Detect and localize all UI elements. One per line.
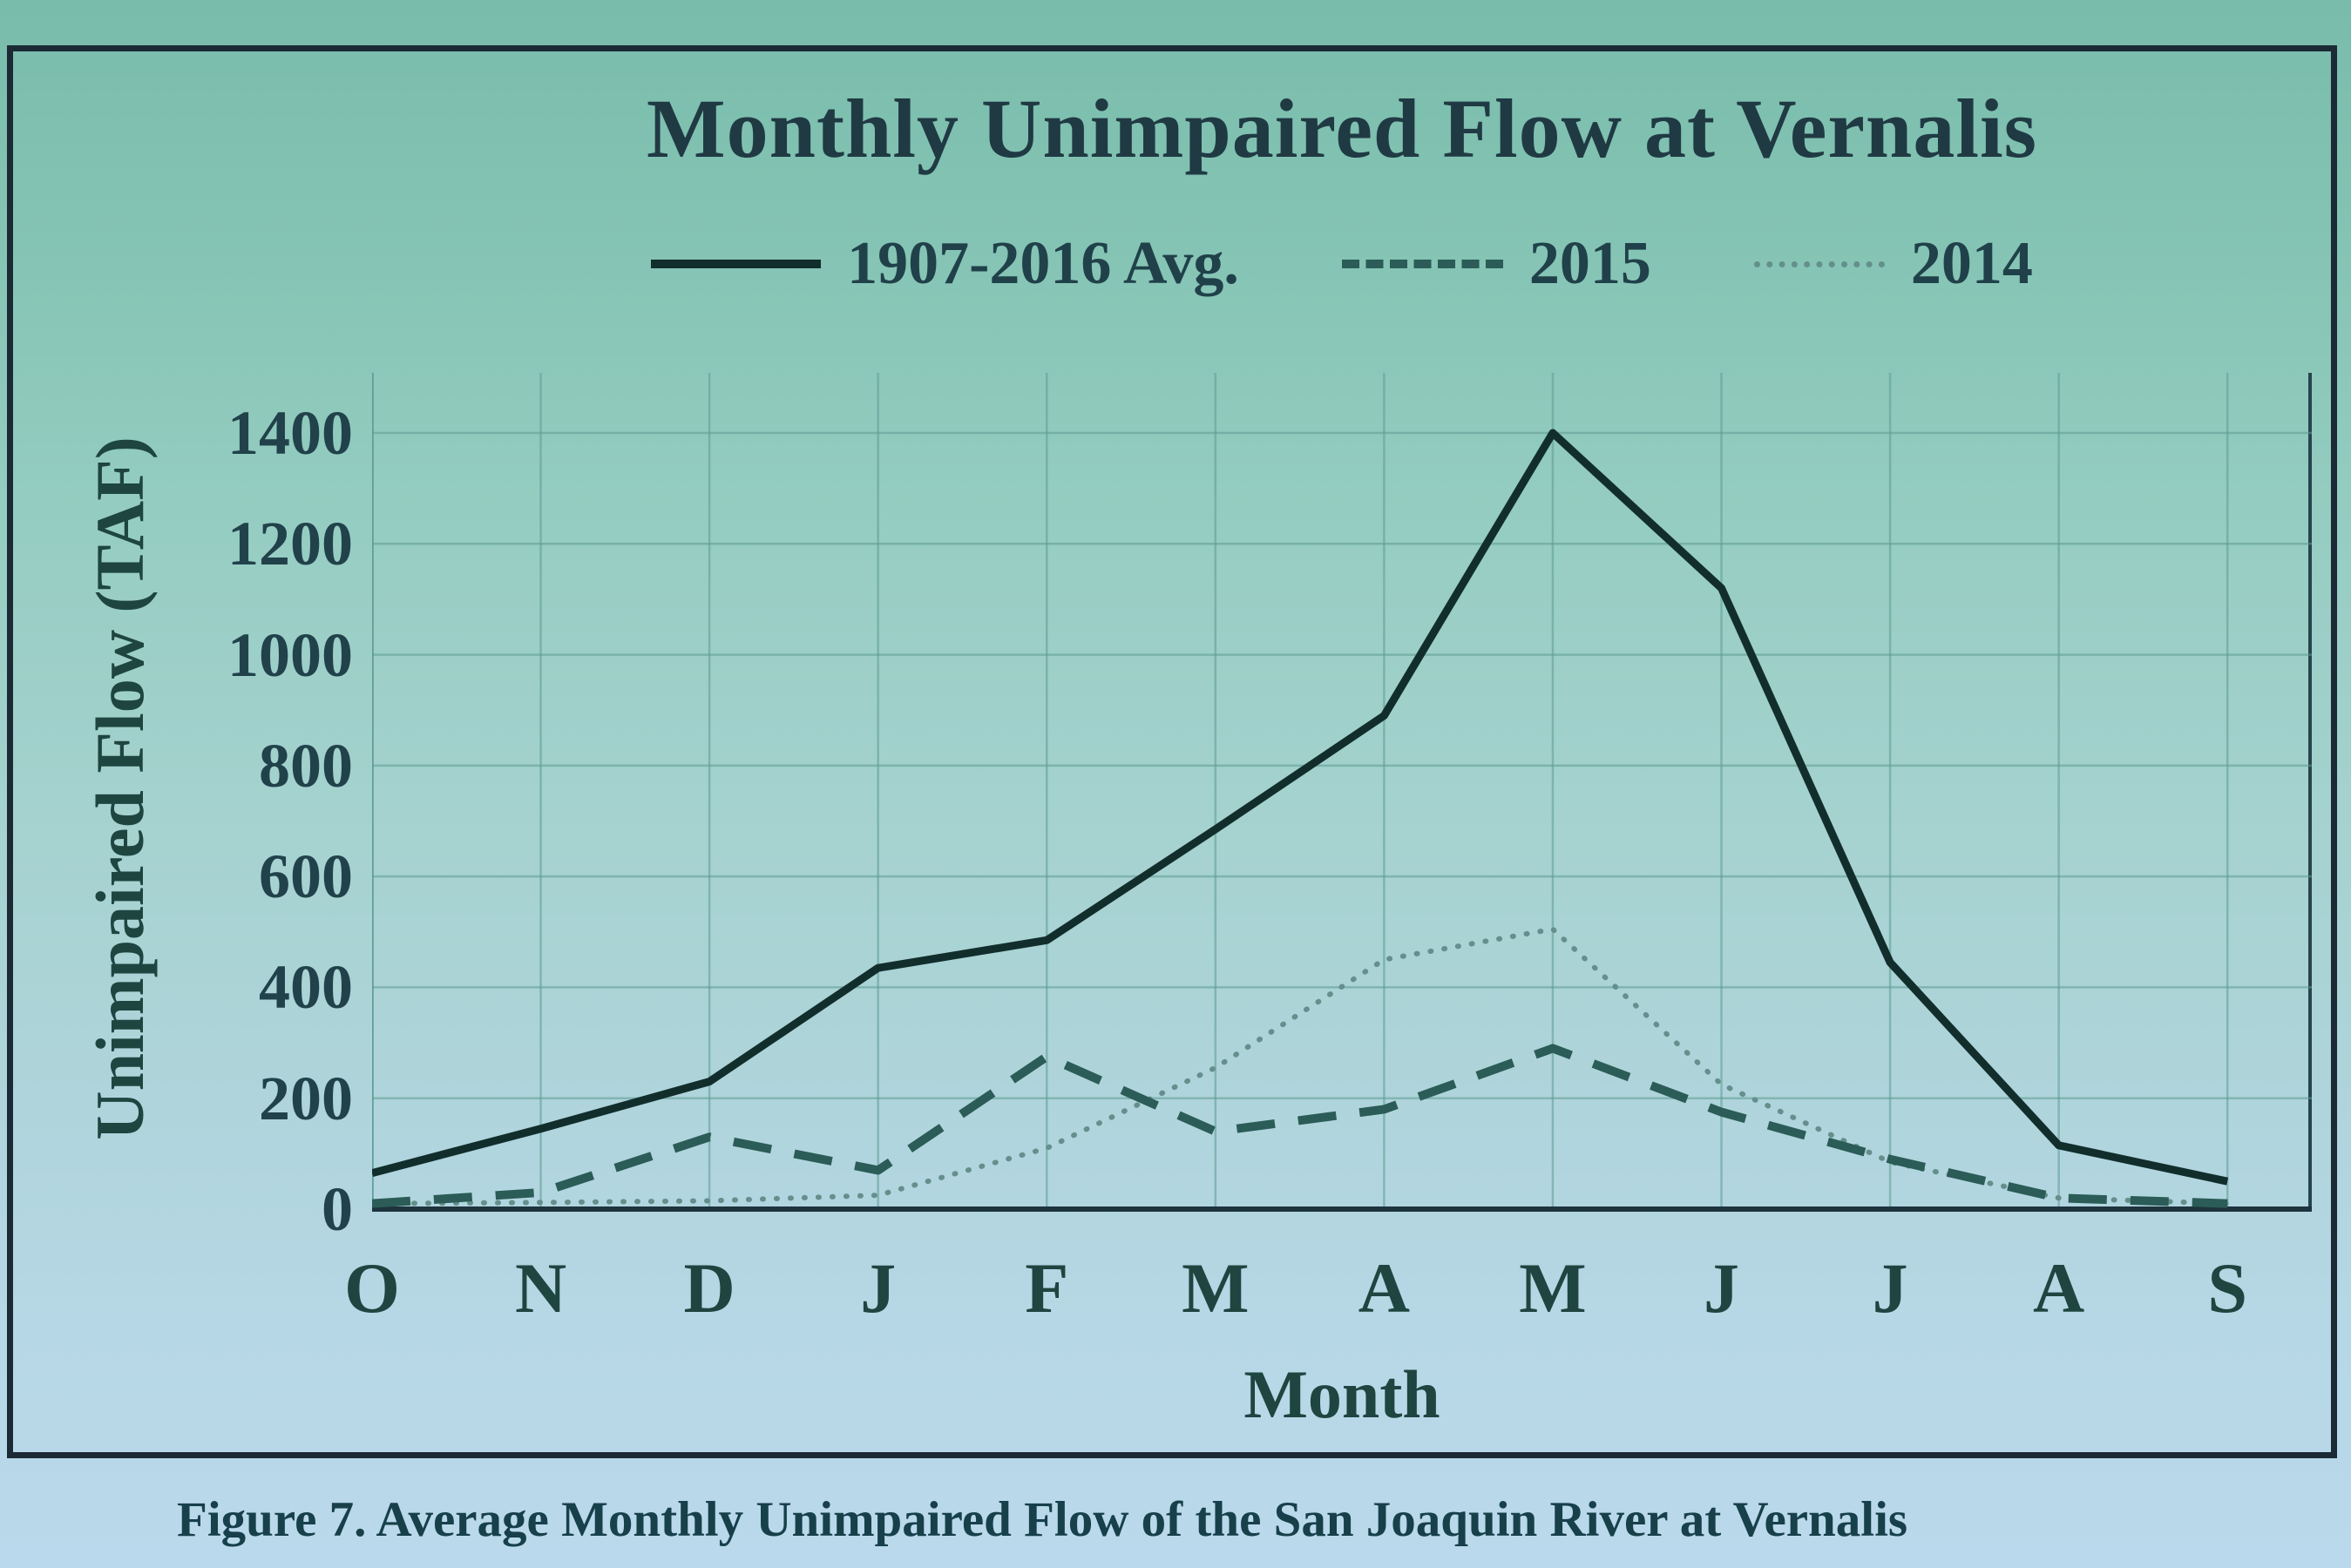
series-line-2014: [369, 926, 2231, 1206]
y-tick-label: 800: [259, 730, 353, 801]
y-tick-label: 200: [259, 1063, 353, 1133]
x-tick-label: A: [1358, 1248, 1410, 1328]
x-tick-label: O: [344, 1248, 400, 1328]
solid-line-swatch-icon: [651, 260, 822, 268]
legend: 1907-2016 Avg. 2015 2014: [372, 225, 2312, 303]
y-tick-label: 400: [259, 952, 353, 1023]
y-tick-label: 0: [322, 1174, 353, 1244]
x-tick-label: D: [683, 1248, 735, 1328]
figure-border: [7, 45, 2337, 1458]
series-line-2015: [371, 1044, 2228, 1208]
legend-label-2014: 2014: [1910, 230, 2033, 297]
legend-label-avg: 1907-2016 Avg.: [847, 230, 1239, 297]
dashed-line-swatch-icon: [1341, 260, 1503, 268]
legend-item-avg: 1907-2016 Avg.: [651, 229, 1239, 299]
series-line-1907-2016-avg-: [370, 429, 2229, 1186]
y-tick-label: 1200: [227, 509, 353, 579]
y-tick-label: 1400: [227, 398, 353, 468]
x-tick-label: A: [2033, 1248, 2085, 1328]
dotted-line-swatch-icon: [1753, 260, 1885, 267]
legend-label-2015: 2015: [1528, 230, 1651, 297]
plot-area: [369, 373, 2312, 1212]
line-chart: [369, 373, 2312, 1212]
x-tick-label: F: [1025, 1248, 1069, 1328]
x-tick-label: J: [860, 1248, 897, 1328]
x-tick-label: S: [2207, 1248, 2247, 1328]
y-tick-label: 1000: [227, 619, 353, 690]
x-tick-label: J: [1872, 1248, 1908, 1328]
x-tick-label: J: [1704, 1248, 1740, 1328]
y-axis-tick-labels: 0 200 400 600 800 1000 1200 1400: [131, 373, 353, 1244]
chart-title: Monthly Unimpaired Flow at Vernalis: [646, 82, 2038, 175]
x-tick-label: M: [1182, 1248, 1250, 1328]
figure-caption: Figure 7. Average Monthly Unimpaired Flo…: [177, 1492, 1908, 1547]
y-tick-label: 600: [259, 841, 353, 912]
x-axis-title: Month: [1243, 1356, 1440, 1432]
legend-item-2015: 2015: [1341, 229, 1651, 299]
x-tick-label: N: [514, 1248, 567, 1328]
legend-item-2014: 2014: [1753, 229, 2033, 299]
x-tick-label: M: [1519, 1248, 1587, 1328]
